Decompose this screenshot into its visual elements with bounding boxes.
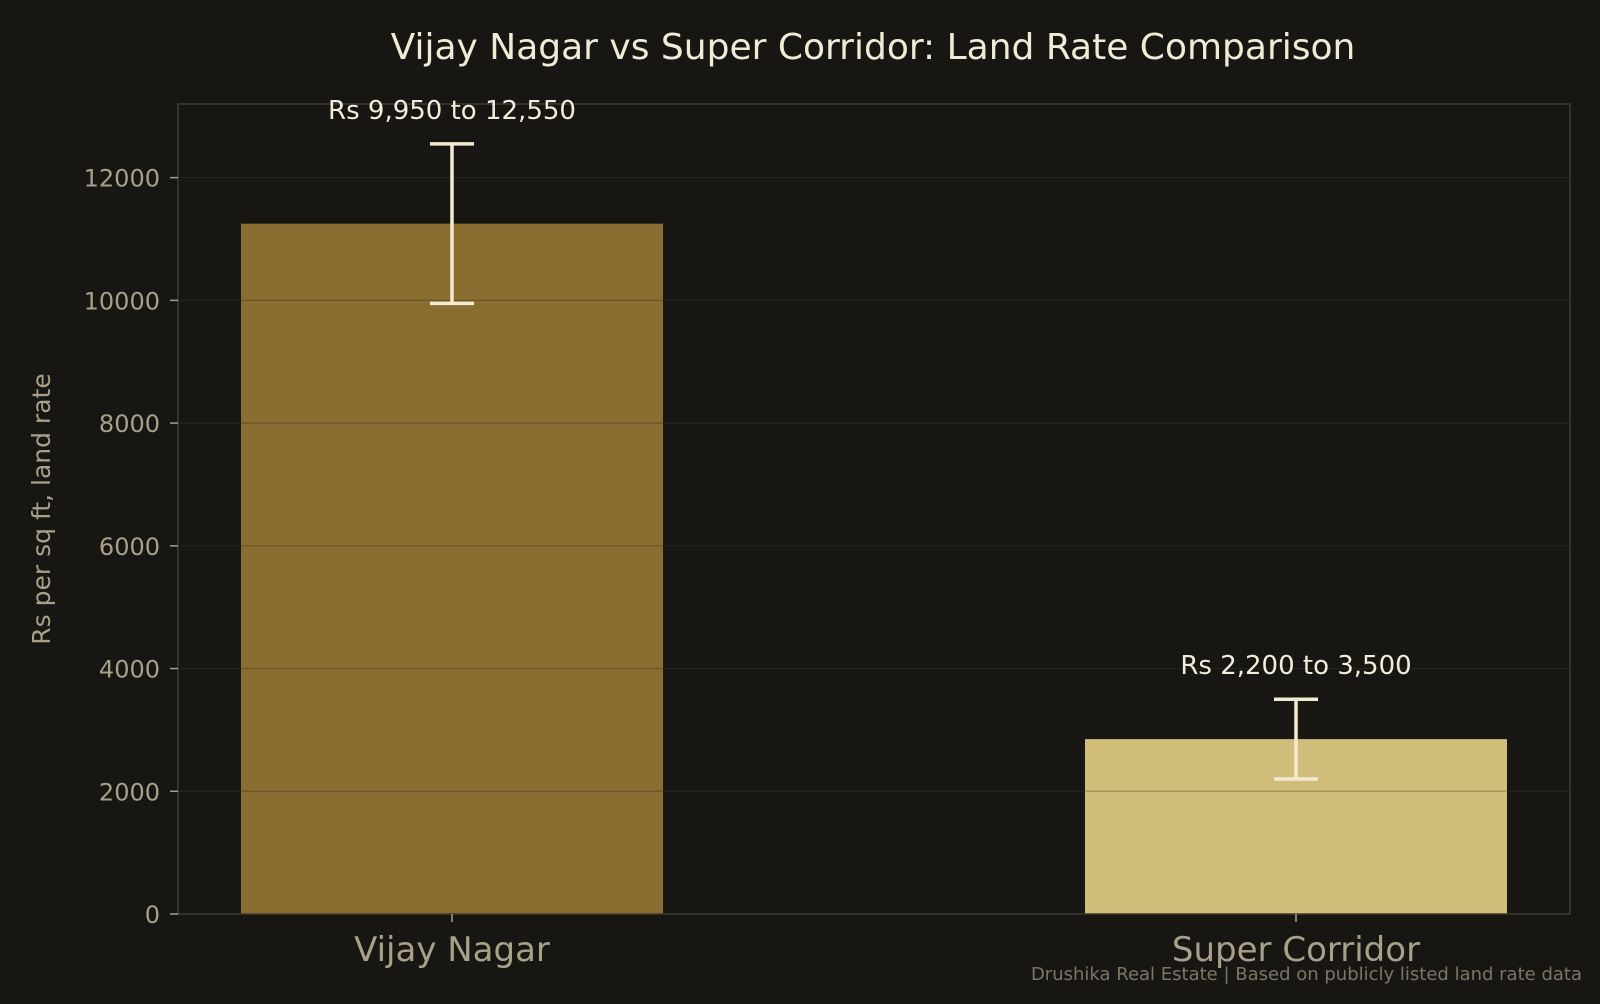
y-axis-ticks: 0 2000 4000 6000 8000 10000 12000 bbox=[84, 165, 178, 929]
plot-frame bbox=[177, 103, 1571, 915]
y-tick-label: 6000 bbox=[99, 533, 160, 561]
y-tick-label: 0 bbox=[145, 901, 160, 929]
bar-vijay-nagar bbox=[241, 223, 663, 915]
x-tick-label: Vijay Nagar bbox=[354, 930, 550, 970]
y-tick-label: 12000 bbox=[84, 165, 160, 193]
y-axis-label: Rs per sq ft, land rate bbox=[27, 373, 56, 644]
y-tick-label: 4000 bbox=[99, 656, 160, 684]
plot-border bbox=[177, 103, 1571, 915]
chart-footnote: Drushika Real Estate | Based on publicly… bbox=[1031, 964, 1582, 985]
range-label: Rs 9,950 to 12,550 bbox=[328, 96, 576, 126]
x-tick-label: Super Corridor bbox=[1172, 930, 1420, 970]
range-label: Rs 2,200 to 3,500 bbox=[1180, 651, 1411, 681]
y-tick-label: 10000 bbox=[84, 287, 160, 315]
bars bbox=[178, 177, 1570, 915]
y-tick-label: 8000 bbox=[99, 410, 160, 438]
y-tick-label: 2000 bbox=[99, 778, 160, 806]
error-bars bbox=[430, 142, 1318, 781]
range-labels: Rs 9,950 to 12,550 Rs 2,200 to 3,500 bbox=[328, 96, 1412, 681]
chart-title: Vijay Nagar vs Super Corridor: Land Rate… bbox=[391, 27, 1356, 68]
x-axis-ticks: Vijay Nagar Super Corridor bbox=[354, 914, 1420, 970]
